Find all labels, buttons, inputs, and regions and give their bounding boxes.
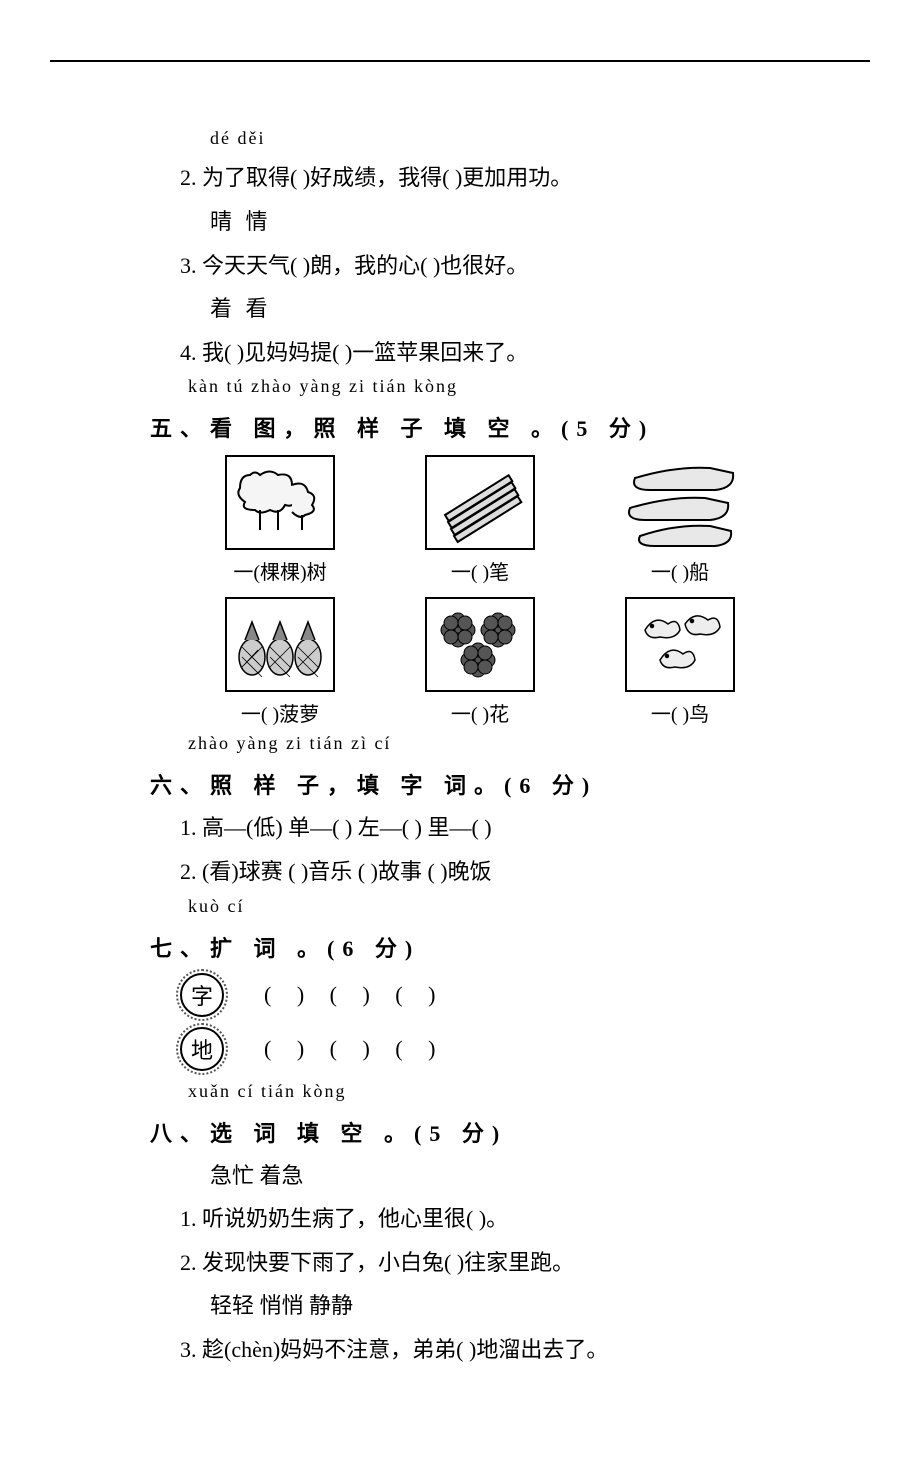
s7-row1: 字 ( ) ( ) ( ) — [180, 973, 800, 1017]
q2-c: )更加用功。 — [455, 165, 572, 190]
s8-title: 八、选 词 填 空 。(5 分) — [150, 1116, 800, 1148]
s8-words1: 急忙 着急 — [210, 1156, 800, 1196]
boats-icon — [615, 455, 745, 550]
q3-line: 3. 今天天气( )朗，我的心( )也很好。 — [180, 246, 800, 286]
s8-line1[interactable]: 1. 听说奶奶生病了，他心里很( )。 — [180, 1199, 800, 1239]
s5-pinyin: kàn tú zhào yàng zi tián kòng — [188, 376, 800, 397]
q4-c: )一篮苹果回来了。 — [345, 340, 528, 365]
q4-line: 4. 我( )见妈妈提( )一篮苹果回来了。 — [180, 333, 800, 373]
s6-title: 六、照 样 子，填 字 词。(6 分) — [150, 768, 800, 800]
worksheet-page: dé děi 2. 为了取得( )好成绩，我得( )更加用功。 晴 情 3. 今… — [50, 60, 870, 1414]
s8-words2: 轻轻 悄悄 静静 — [210, 1286, 800, 1326]
q4-a: 4. 我( — [180, 340, 231, 365]
s5-cell-flowers: 一( )花 — [380, 597, 580, 727]
s5-label-pineapples[interactable]: 一( )菠萝 — [241, 698, 319, 727]
q2-a: 2. 为了取得( — [180, 165, 297, 190]
flower-char-zi: 字 — [180, 973, 224, 1017]
s7-title: 七、扩 词 。(6 分) — [150, 931, 800, 963]
pineapples-icon — [225, 597, 335, 692]
s5-label-trees: 一(棵棵)树 — [233, 556, 326, 585]
s5-label-birds[interactable]: 一( )鸟 — [651, 698, 709, 727]
s7-blanks2[interactable]: ( ) ( ) ( ) — [264, 1036, 435, 1062]
birds-icon — [625, 597, 735, 692]
s7-row2: 地 ( ) ( ) ( ) — [180, 1027, 800, 1071]
flowers-icon — [425, 597, 535, 692]
q2-b: )好成绩，我得( — [303, 165, 450, 190]
s5-label-flowers[interactable]: 一( )花 — [451, 698, 509, 727]
q4-b: )见妈妈提( — [237, 340, 340, 365]
s5-cell-trees: 一(棵棵)树 — [180, 455, 380, 585]
q3-b: )朗，我的心( — [303, 253, 428, 278]
q2-pinyin: dé děi — [210, 122, 800, 154]
s5-cell-pens: 一( )笔 — [380, 455, 580, 585]
q3-chars: 晴 情 — [210, 202, 800, 242]
q3-a: 3. 今天天气( — [180, 253, 297, 278]
s5-label-boats[interactable]: 一( )船 — [651, 556, 709, 585]
s6-pinyin: zhào yàng zi tián zì cí — [188, 733, 800, 754]
q4-chars: 着 看 — [210, 289, 800, 329]
s5-row2: 一( )菠萝 — [180, 597, 780, 727]
trees-icon — [225, 455, 335, 550]
q2-line: 2. 为了取得( )好成绩，我得( )更加用功。 — [180, 158, 800, 198]
s5-label-pens[interactable]: 一( )笔 — [451, 556, 509, 585]
s5-cell-pineapples: 一( )菠萝 — [180, 597, 380, 727]
s5-title: 五、看 图，照 样 子 填 空 。(5 分) — [150, 411, 800, 443]
pens-icon — [425, 455, 535, 550]
s7-blanks1[interactable]: ( ) ( ) ( ) — [264, 982, 435, 1008]
s6-line1[interactable]: 1. 高—(低) 单—( ) 左—( ) 里—( ) — [180, 808, 800, 848]
s6-line2[interactable]: 2. (看)球赛 ( )音乐 ( )故事 ( )晚饭 — [180, 852, 800, 892]
s8-line3[interactable]: 3. 趁(chèn)妈妈不注意，弟弟( )地溜出去了。 — [180, 1330, 800, 1370]
s5-cell-birds: 一( )鸟 — [580, 597, 780, 727]
s5-cell-boats: 一( )船 — [580, 455, 780, 585]
s8-line2[interactable]: 2. 发现快要下雨了，小白兔( )往家里跑。 — [180, 1243, 800, 1283]
s8-pinyin: xuǎn cí tián kòng — [188, 1081, 800, 1102]
s5-row1: 一(棵棵)树 一( )笔 — [180, 455, 780, 585]
s7-pinyin: kuò cí — [188, 896, 800, 917]
q3-c: )也很好。 — [433, 253, 528, 278]
flower-char-di: 地 — [180, 1027, 224, 1071]
